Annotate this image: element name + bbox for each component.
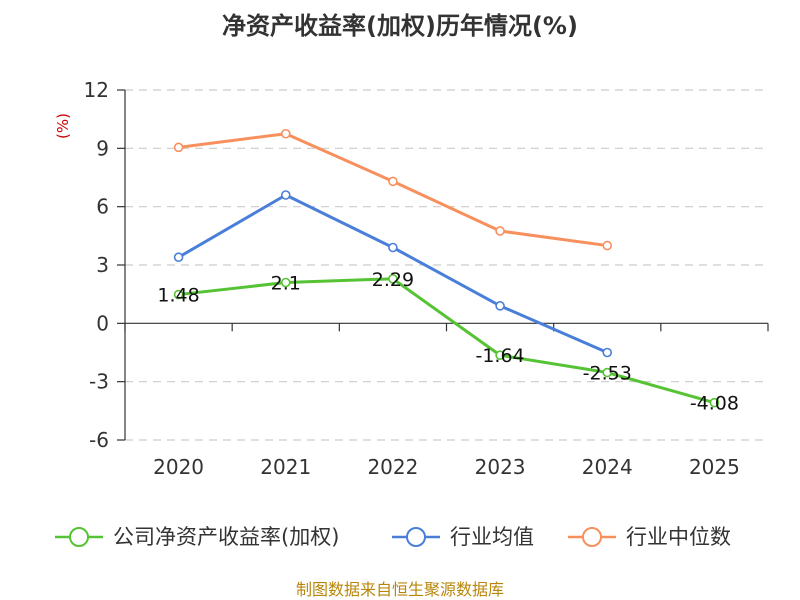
y-tick-label: 3 xyxy=(96,253,109,277)
series-line-2 xyxy=(178,132,608,248)
y-tick-label: 12 xyxy=(84,78,109,102)
data-point xyxy=(280,277,291,288)
data-point xyxy=(388,274,398,284)
data-point xyxy=(280,190,291,200)
data-point xyxy=(280,128,291,139)
data-label: -2.53 xyxy=(583,363,632,385)
x-tick-label: 2025 xyxy=(689,455,740,479)
data-label: 1.48 xyxy=(157,285,199,307)
data-point xyxy=(495,301,505,311)
x-tick-label: 2021 xyxy=(260,455,311,479)
data-point xyxy=(173,252,184,263)
series-lines xyxy=(173,128,720,408)
legend-label: 公司净资产收益率(加权) xyxy=(113,525,339,549)
data-point xyxy=(495,350,505,361)
data-point xyxy=(602,367,613,378)
legend: 公司净资产收益率(加权) 行业均值 行业中位数 xyxy=(55,525,731,549)
data-point xyxy=(709,397,720,408)
data-point xyxy=(388,242,398,253)
chart-title: 净资产收益率(加权)历年情况(%) xyxy=(222,12,578,40)
axes: 12 9 6 3 0 -3 -6 2020 2021 2022 2023 2024 2025 xyxy=(84,78,769,479)
data-point xyxy=(173,289,184,300)
legend-item: 公司净资产收益率(加权) xyxy=(55,525,339,549)
legend-marker xyxy=(582,527,602,547)
legend-label: 行业中位数 xyxy=(626,525,731,549)
legend-label: 行业均值 xyxy=(450,525,534,549)
data-label: -1.64 xyxy=(475,345,524,367)
legend-item: 行业均值 xyxy=(392,525,534,549)
x-tick-label: 2020 xyxy=(153,455,204,479)
data-point xyxy=(602,347,613,358)
data-labels: 1.48 2.1 2.29 -1.64 -2.53 -4.08 xyxy=(157,269,739,415)
legend-marker xyxy=(406,527,426,547)
series-line-0 xyxy=(178,277,715,405)
x-tick-label: 2023 xyxy=(475,455,526,479)
legend-marker xyxy=(69,527,89,547)
grid-lines xyxy=(125,89,768,441)
data-point xyxy=(388,176,398,187)
y-tick-label: 0 xyxy=(96,311,109,335)
y-tick-label: -6 xyxy=(89,428,109,452)
data-label: 2.1 xyxy=(271,273,301,295)
legend-item: 行业中位数 xyxy=(568,525,731,549)
x-tick-label: 2022 xyxy=(367,455,418,479)
data-label: 2.29 xyxy=(372,269,414,291)
y-tick-label: -3 xyxy=(89,370,109,394)
y-axis-unit-label: (%) xyxy=(54,113,72,139)
y-tick-label: 6 xyxy=(96,195,109,219)
data-label: -4.08 xyxy=(690,393,739,415)
data-point xyxy=(602,240,613,251)
data-point xyxy=(495,226,505,236)
source-footnote: 制图数据来自恒生聚源数据库 xyxy=(296,580,504,599)
y-tick-label: 9 xyxy=(96,136,109,160)
x-tick-label: 2024 xyxy=(582,455,633,479)
data-point xyxy=(173,142,184,153)
